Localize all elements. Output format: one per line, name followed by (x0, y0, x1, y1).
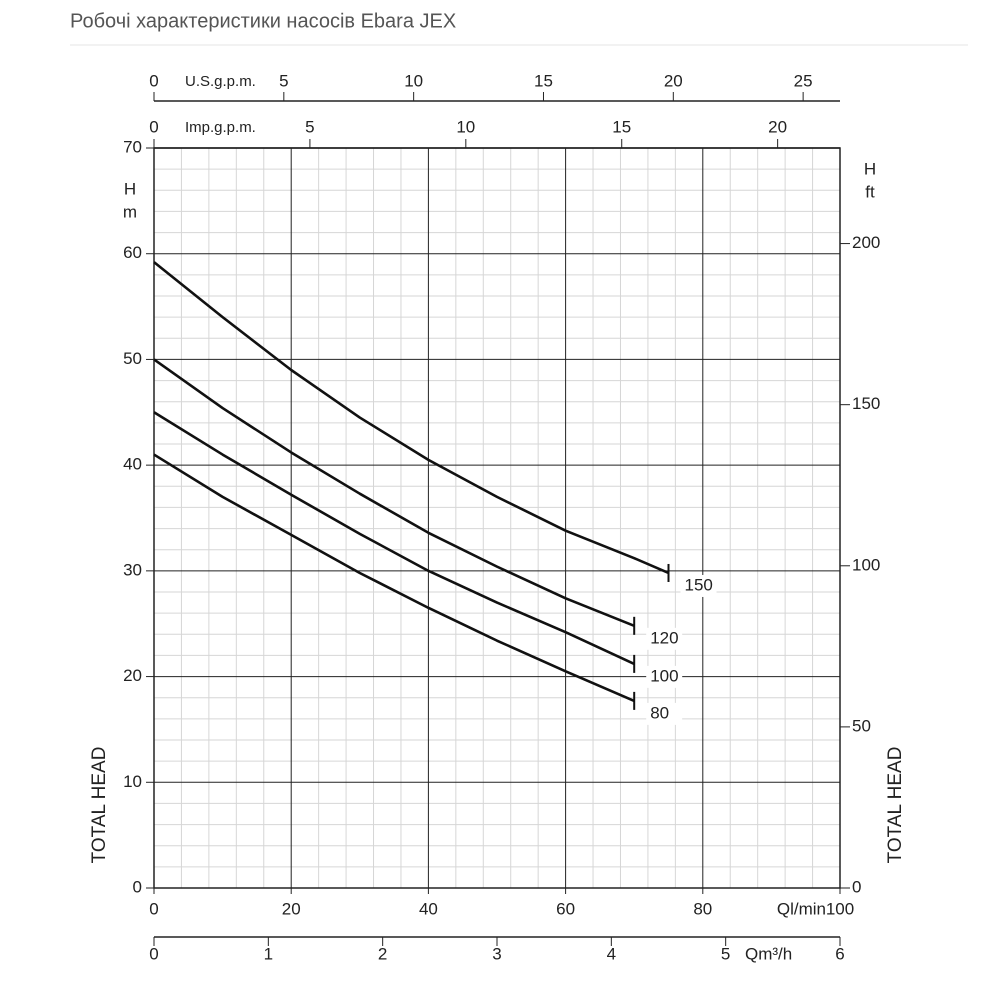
curve-label: 120 (650, 628, 678, 647)
x-tick-label: 60 (556, 899, 575, 918)
secondary-tick-label: 5 (305, 117, 314, 136)
secondary-tick-label: 10 (456, 117, 475, 136)
secondary-tick-label: 10 (404, 71, 423, 90)
label-bg (646, 702, 683, 725)
curve-label: 100 (650, 666, 678, 685)
label-bg (646, 627, 683, 650)
y-tick-label: 70 (123, 137, 142, 156)
secondary-tick-label: 25 (794, 71, 813, 90)
curve-label: 80 (650, 703, 669, 722)
x-tick-label: 80 (693, 899, 712, 918)
axis-unit-label: Qm³/h (745, 944, 792, 963)
y-tick-label: 40 (123, 455, 142, 474)
x-tick-label: 100 (826, 899, 854, 918)
y2-tick-label: 200 (852, 233, 880, 252)
secondary-tick-label: 15 (534, 71, 553, 90)
axis-unit-label: U.S.g.p.m. (185, 73, 256, 90)
secondary-tick-label: 5 (721, 944, 730, 963)
x-tick-label: 20 (282, 899, 301, 918)
pump-curve (153, 261, 670, 575)
secondary-tick-label: 1 (264, 944, 273, 963)
y2-tick-label: 50 (852, 716, 871, 735)
y-unit: m (123, 202, 137, 221)
y2-tick-label: 100 (852, 555, 880, 574)
axis-unit-label: Imp.g.p.m. (185, 119, 256, 136)
secondary-tick-label: 0 (149, 117, 158, 136)
secondary-tick-label: 4 (607, 944, 616, 963)
page-title: Робочі характеристики насосів Ebara JEX (70, 10, 456, 32)
secondary-tick-label: 6 (835, 944, 844, 963)
secondary-tick-label: 0 (149, 71, 158, 90)
curve-label: 150 (685, 575, 713, 594)
plot-frame (153, 147, 841, 889)
y-unit: H (124, 179, 136, 198)
x-tick-label: 0 (149, 899, 158, 918)
y2-tick-label: 0 (852, 877, 861, 896)
pump-curve (153, 411, 635, 666)
pump-curve (153, 453, 635, 703)
pump-curve (153, 358, 635, 628)
y-axis-label: TOTAL HEAD (89, 747, 110, 864)
y2-tick-label: 150 (852, 394, 880, 413)
label-bg (680, 574, 717, 597)
secondary-tick-label: 20 (768, 117, 787, 136)
x-axis-label: Ql/min (777, 899, 826, 918)
y2-unit: ft (865, 182, 875, 201)
y-tick-label: 50 (123, 349, 142, 368)
secondary-tick-label: 20 (664, 71, 683, 90)
y2-axis-label: TOTAL HEAD (885, 747, 906, 864)
x-tick-label: 40 (419, 899, 438, 918)
y-tick-label: 20 (123, 666, 142, 685)
secondary-tick-label: 2 (378, 944, 387, 963)
secondary-tick-label: 15 (612, 117, 631, 136)
label-bg (646, 665, 683, 688)
y-tick-label: 60 (123, 243, 142, 262)
y2-unit: H (864, 159, 876, 178)
y-tick-label: 30 (123, 560, 142, 579)
secondary-tick-label: 3 (492, 944, 501, 963)
y-tick-label: 10 (123, 772, 142, 791)
secondary-tick-label: 5 (279, 71, 288, 90)
secondary-tick-label: 0 (149, 944, 158, 963)
y-tick-label: 0 (133, 877, 142, 896)
